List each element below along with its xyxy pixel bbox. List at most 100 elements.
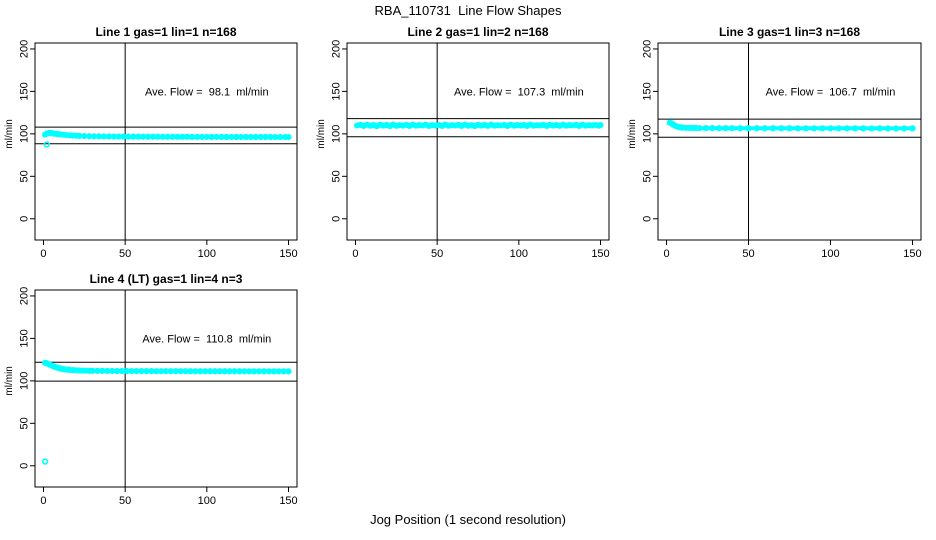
plot-box — [34, 42, 298, 241]
figure-title: RBA_110731 Line Flow Shapes — [374, 3, 562, 18]
x-tick-label: 0 — [40, 248, 46, 260]
data-point — [761, 125, 769, 132]
data-point — [819, 125, 826, 132]
data-point — [367, 122, 374, 129]
data-point — [679, 124, 687, 131]
plot-box — [657, 42, 922, 241]
data-point — [868, 125, 875, 132]
data-point — [745, 125, 752, 132]
data-point — [438, 122, 446, 130]
data-point — [389, 121, 397, 128]
data-point — [579, 121, 586, 128]
data-point — [686, 124, 693, 132]
data-point — [69, 132, 76, 139]
outlier-point — [43, 141, 50, 148]
outlier-point — [41, 458, 49, 465]
data-point — [86, 367, 93, 374]
y-tick-label: 200 — [642, 40, 654, 58]
data-point — [76, 367, 83, 374]
data-point — [909, 125, 916, 132]
data-point — [452, 122, 459, 129]
data-point — [419, 122, 426, 129]
data-point — [79, 367, 86, 374]
y-tick-label: 100 — [19, 125, 31, 143]
data-point — [73, 132, 80, 139]
data-point — [576, 122, 583, 129]
y-tick-label: 200 — [331, 40, 343, 58]
data-point — [416, 122, 423, 129]
x-tick-label: 100 — [510, 248, 528, 260]
data-point — [285, 368, 292, 375]
data-point — [851, 125, 859, 132]
panel-3: 0 50 100 150 200 ml/min 0 50 100 150 Line 3 gas=1 … — [627, 25, 922, 260]
data-point — [566, 122, 573, 129]
data-point — [527, 121, 534, 128]
data-point — [445, 122, 452, 129]
data-point — [360, 122, 367, 130]
x-tick-label: 0 — [40, 495, 46, 507]
data-point — [386, 122, 393, 130]
global-x-axis-label: Jog Position (1 second resolution) — [370, 512, 566, 527]
data-point — [715, 125, 723, 132]
data-point — [282, 133, 289, 141]
y-axis-label: ml/min — [4, 119, 15, 148]
plot-box — [346, 42, 610, 241]
data-point — [465, 122, 472, 129]
y-tick-label: 100 — [19, 372, 31, 390]
data-point — [585, 122, 593, 129]
data-point — [778, 125, 785, 132]
data-point — [514, 122, 521, 129]
data-point — [540, 121, 547, 129]
data-point — [504, 122, 511, 130]
x-tick-label: 150 — [591, 248, 609, 260]
data-point — [689, 124, 696, 132]
data-point — [376, 121, 384, 128]
y-tick-label: 100 — [642, 125, 654, 143]
data-point — [429, 122, 436, 129]
data-point — [461, 121, 469, 128]
x-tick-label: 50 — [431, 248, 443, 260]
data-point — [354, 122, 361, 129]
panel-4: 0 50 100 150 200 ml/min 0 50 100 150 Line 4 (LT) g… — [4, 272, 298, 507]
y-tick-label: 200 — [19, 40, 31, 58]
x-tick-label: 150 — [903, 248, 921, 260]
data-point — [403, 121, 410, 128]
data-point — [435, 121, 442, 129]
data-point — [794, 125, 801, 132]
y-tick-label: 50 — [19, 170, 31, 182]
data-point — [63, 131, 70, 139]
y-tick-label: 150 — [19, 329, 31, 347]
data-point — [550, 122, 557, 129]
data-point — [73, 367, 80, 374]
data-point — [702, 124, 709, 132]
data-point — [285, 133, 292, 141]
data-point — [901, 125, 908, 132]
data-point — [892, 125, 900, 132]
x-tick-label: 0 — [352, 248, 358, 260]
y-axis-label: ml/min — [627, 119, 638, 148]
y-tick-label: 100 — [331, 125, 343, 143]
data-point — [569, 122, 576, 129]
data-point — [406, 122, 413, 130]
data-point — [520, 121, 527, 128]
data-point — [448, 122, 455, 129]
data-point — [383, 121, 390, 129]
avg-flow-annotation: Ave. Flow = 98.1 ml/min — [145, 86, 269, 98]
panel-title: Line 4 (LT) gas=1 lin=4 n=3 — [90, 272, 243, 286]
data-point — [876, 125, 883, 132]
data-point — [810, 125, 818, 132]
data-point — [501, 121, 508, 129]
avg-flow-annotation: Ave. Flow = 107.3 ml/min — [454, 86, 584, 98]
y-tick-label: 50 — [331, 170, 343, 182]
y-tick-label: 0 — [19, 216, 31, 222]
data-point — [380, 122, 387, 129]
data-point — [474, 121, 482, 128]
y-tick-label: 50 — [642, 170, 654, 182]
data-point — [357, 121, 364, 128]
data-point — [69, 367, 76, 374]
data-point — [709, 124, 716, 132]
data-point — [556, 122, 563, 129]
data-point — [843, 125, 850, 132]
